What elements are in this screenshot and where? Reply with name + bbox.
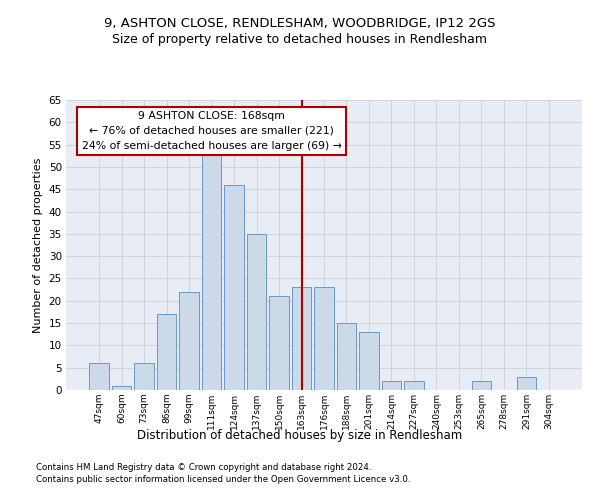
Bar (157, 314, 176, 390)
Y-axis label: Number of detached properties: Number of detached properties (33, 158, 43, 332)
Bar (404, 381, 424, 390)
Bar (337, 323, 356, 390)
Bar (314, 288, 334, 390)
Bar (134, 363, 154, 390)
Text: Contains public sector information licensed under the Open Government Licence v3: Contains public sector information licen… (36, 475, 410, 484)
Bar (517, 376, 536, 390)
Bar (247, 234, 266, 390)
Text: 9 ASHTON CLOSE: 168sqm
← 76% of detached houses are smaller (221)
24% of semi-de: 9 ASHTON CLOSE: 168sqm ← 76% of detached… (82, 111, 341, 151)
Text: Distribution of detached houses by size in Rendlesham: Distribution of detached houses by size … (137, 428, 463, 442)
Bar (472, 381, 491, 390)
Bar (112, 386, 131, 390)
Bar (224, 185, 244, 390)
Bar (89, 363, 109, 390)
Bar (292, 288, 311, 390)
Bar (359, 332, 379, 390)
Bar (202, 149, 221, 390)
Bar (382, 381, 401, 390)
Bar (269, 296, 289, 390)
Text: Contains HM Land Registry data © Crown copyright and database right 2024.: Contains HM Land Registry data © Crown c… (36, 464, 371, 472)
Text: Size of property relative to detached houses in Rendlesham: Size of property relative to detached ho… (113, 32, 487, 46)
Text: 9, ASHTON CLOSE, RENDLESHAM, WOODBRIDGE, IP12 2GS: 9, ASHTON CLOSE, RENDLESHAM, WOODBRIDGE,… (104, 18, 496, 30)
Bar (179, 292, 199, 390)
